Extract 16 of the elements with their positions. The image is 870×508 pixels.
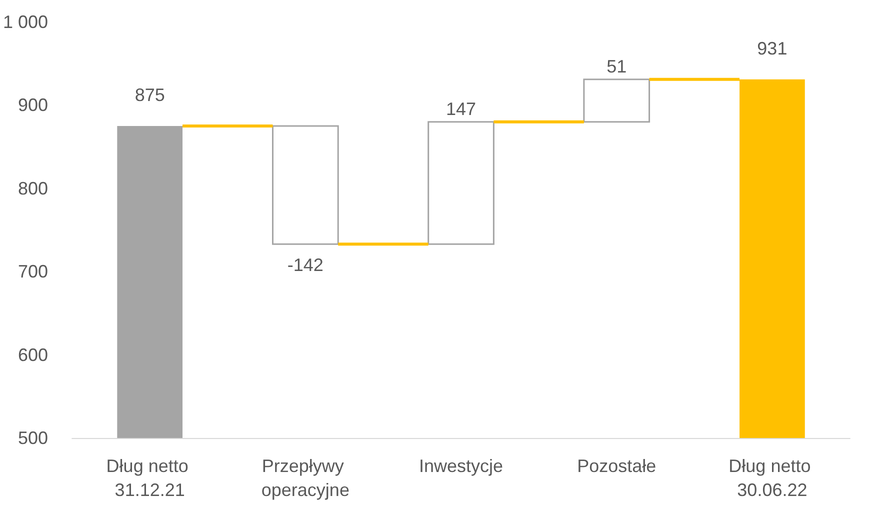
y-tick-label: 700 — [18, 262, 48, 282]
x-tick-label: Przepływy operacyjne — [261, 456, 350, 500]
data-label: 147 — [446, 98, 476, 119]
y-tick-label: 500 — [18, 428, 48, 448]
x-tick-label: Inwestycje — [419, 456, 504, 476]
data-label: -142 — [287, 255, 324, 276]
y-tick-label: 800 — [18, 178, 48, 198]
x-tick-label: Dług netto 31.12.21 — [106, 456, 194, 500]
y-tick-label: 900 — [18, 95, 48, 116]
data-label: 931 — [757, 38, 788, 58]
x-tick-label: Dług netto 30.06.22 — [728, 456, 816, 500]
x-tick-label: Pozostałe — [577, 456, 656, 476]
y-tick-label: 600 — [18, 344, 48, 365]
data-label: 51 — [606, 56, 627, 76]
data-label: 875 — [134, 85, 165, 105]
y-tick-label: 1 000 — [2, 12, 48, 32]
